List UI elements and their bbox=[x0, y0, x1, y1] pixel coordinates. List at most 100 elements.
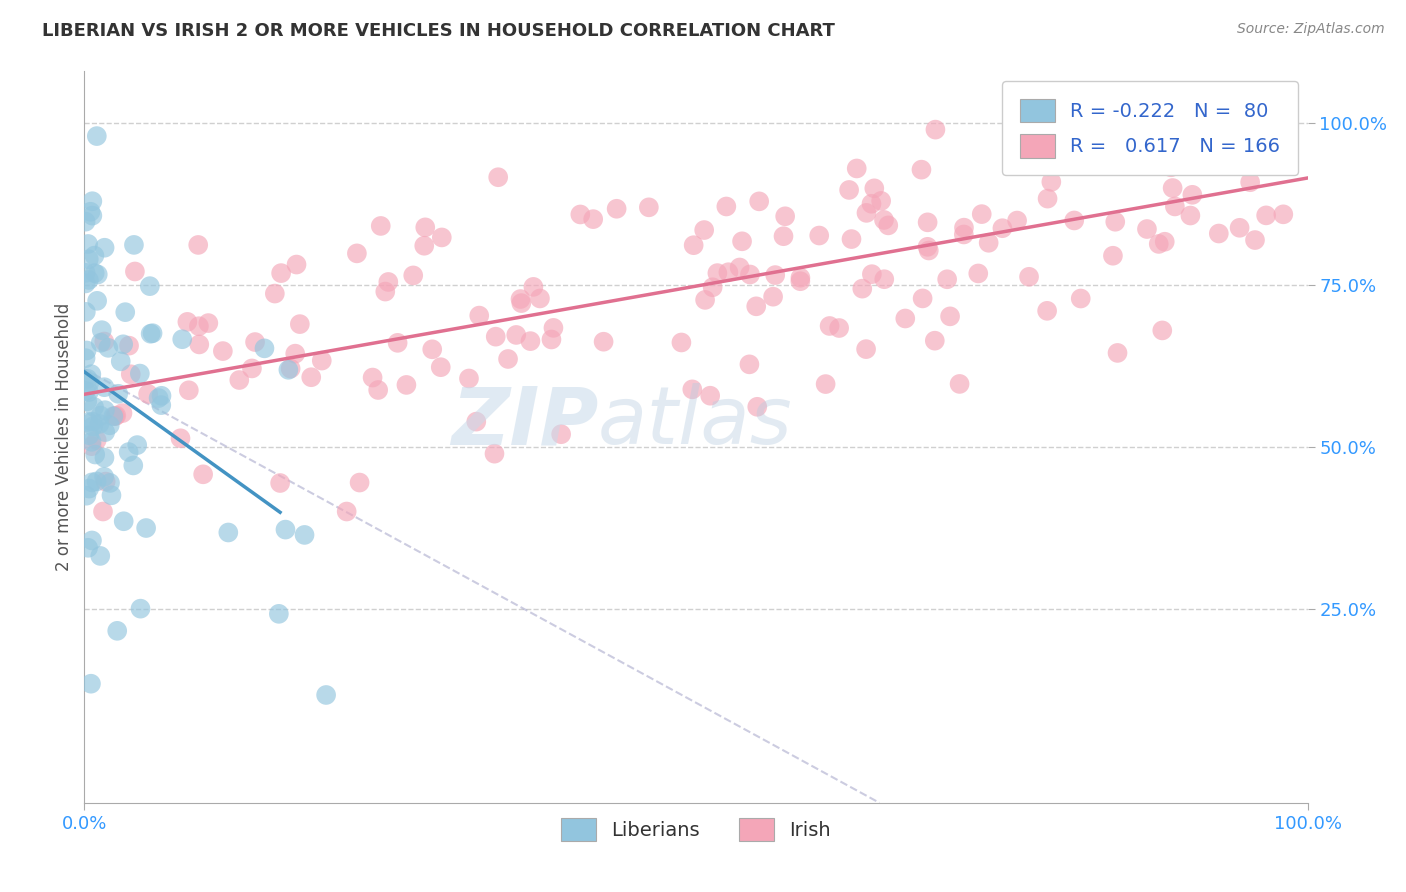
Point bbox=[135, 521, 157, 535]
Point bbox=[89, 549, 111, 563]
Point bbox=[1164, 199, 1187, 213]
Text: Source: ZipAtlas.com: Source: ZipAtlas.com bbox=[1237, 22, 1385, 37]
Point bbox=[150, 398, 173, 412]
Point bbox=[1136, 145, 1159, 160]
Point bbox=[100, 488, 122, 502]
Point bbox=[253, 342, 276, 356]
Point bbox=[87, 268, 110, 282]
Point bbox=[197, 316, 219, 330]
Point bbox=[105, 409, 128, 423]
Point bbox=[413, 238, 436, 252]
Point bbox=[911, 292, 934, 306]
Point bbox=[699, 389, 721, 403]
Point bbox=[75, 277, 97, 291]
Point bbox=[924, 122, 946, 136]
Point bbox=[176, 315, 198, 329]
Point bbox=[104, 409, 127, 424]
Point bbox=[86, 129, 108, 144]
Point bbox=[873, 213, 896, 227]
Point bbox=[228, 373, 250, 387]
Point bbox=[367, 383, 389, 397]
Point bbox=[1104, 215, 1126, 229]
Point bbox=[120, 368, 142, 382]
Point bbox=[114, 305, 136, 319]
Point bbox=[288, 317, 311, 331]
Point bbox=[361, 370, 384, 384]
Point bbox=[93, 469, 115, 483]
Point bbox=[496, 351, 519, 366]
Point bbox=[97, 341, 120, 355]
Point bbox=[84, 448, 107, 462]
Point bbox=[77, 252, 100, 267]
Point bbox=[277, 363, 299, 377]
Point bbox=[693, 223, 716, 237]
Point bbox=[1256, 208, 1278, 222]
Point bbox=[90, 323, 112, 337]
Point bbox=[79, 204, 101, 219]
Point bbox=[187, 238, 209, 252]
Point bbox=[188, 337, 211, 351]
Point bbox=[1152, 323, 1174, 337]
Point bbox=[299, 370, 322, 384]
Point bbox=[745, 299, 768, 313]
Point bbox=[82, 209, 104, 223]
Point bbox=[82, 419, 104, 434]
Point bbox=[169, 431, 191, 445]
Point bbox=[284, 346, 307, 360]
Point bbox=[814, 377, 837, 392]
Point bbox=[76, 394, 98, 409]
Point bbox=[970, 207, 993, 221]
Point bbox=[748, 194, 770, 209]
Point bbox=[855, 206, 877, 220]
Point bbox=[1194, 140, 1216, 154]
Point bbox=[1005, 213, 1028, 227]
Point bbox=[187, 319, 209, 334]
Point bbox=[172, 332, 194, 346]
Point bbox=[1085, 122, 1108, 136]
Point bbox=[86, 433, 108, 447]
Point bbox=[1160, 147, 1182, 161]
Point bbox=[80, 533, 103, 548]
Point bbox=[280, 361, 302, 376]
Point bbox=[212, 344, 235, 359]
Point bbox=[89, 409, 111, 423]
Point bbox=[80, 439, 103, 453]
Point bbox=[77, 385, 100, 400]
Point bbox=[1147, 236, 1170, 251]
Point bbox=[148, 391, 170, 405]
Point bbox=[429, 360, 451, 375]
Point bbox=[877, 219, 900, 233]
Point bbox=[773, 209, 796, 223]
Point bbox=[924, 334, 946, 348]
Point bbox=[693, 293, 716, 307]
Point bbox=[702, 280, 724, 294]
Point bbox=[94, 403, 117, 417]
Point bbox=[127, 438, 149, 452]
Point bbox=[465, 415, 488, 429]
Point bbox=[910, 162, 932, 177]
Point bbox=[569, 207, 592, 221]
Text: ZIP: ZIP bbox=[451, 384, 598, 461]
Point bbox=[540, 333, 562, 347]
Point bbox=[522, 280, 544, 294]
Point bbox=[918, 244, 941, 258]
Text: LIBERIAN VS IRISH 2 OR MORE VEHICLES IN HOUSEHOLD CORRELATION CHART: LIBERIAN VS IRISH 2 OR MORE VEHICLES IN … bbox=[42, 22, 835, 40]
Point bbox=[606, 202, 628, 216]
Point bbox=[1198, 123, 1220, 137]
Point bbox=[402, 268, 425, 283]
Point bbox=[75, 489, 97, 503]
Point bbox=[349, 475, 371, 490]
Point bbox=[80, 676, 103, 690]
Point bbox=[80, 434, 103, 449]
Point bbox=[1018, 269, 1040, 284]
Point bbox=[77, 236, 100, 251]
Point bbox=[838, 183, 860, 197]
Point bbox=[953, 227, 976, 242]
Point bbox=[936, 272, 959, 286]
Point bbox=[772, 229, 794, 244]
Point bbox=[274, 523, 297, 537]
Point bbox=[77, 415, 100, 429]
Point bbox=[129, 601, 152, 615]
Point bbox=[845, 161, 868, 176]
Point bbox=[706, 266, 728, 280]
